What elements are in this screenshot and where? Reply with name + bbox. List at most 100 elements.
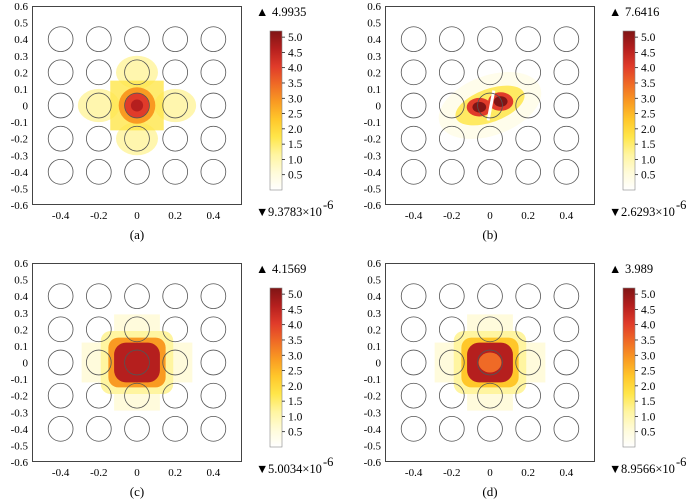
rod-outline xyxy=(515,26,541,53)
colorbar-tick-label: 4.5 xyxy=(288,47,303,59)
x-tick-label: -0.2 xyxy=(443,467,460,479)
rod-outline xyxy=(553,92,580,119)
field-layer xyxy=(438,72,542,139)
y-tick-label: 0.4 xyxy=(367,34,381,46)
rod-outline xyxy=(400,316,427,343)
x-tick-label: -0.4 xyxy=(52,467,70,479)
rod-outline xyxy=(515,92,541,119)
plot-frame xyxy=(385,6,595,205)
colorbar-tick-label: 3.0 xyxy=(288,93,303,105)
rod-outline xyxy=(162,415,188,442)
y-tick-label: 0.1 xyxy=(367,84,381,96)
rod-outline xyxy=(553,26,580,53)
rod-outline xyxy=(162,26,188,53)
rod-outline xyxy=(47,125,74,152)
y-tick-label: -0.4 xyxy=(364,167,382,179)
rod-outline xyxy=(124,59,150,86)
x-tick-label: 0.2 xyxy=(168,210,182,222)
colorbar-tick-label: 3.0 xyxy=(288,350,303,362)
x-tick-label: 0.4 xyxy=(559,210,573,222)
rod-outline xyxy=(553,349,580,376)
y-tick-label: 0.2 xyxy=(14,324,28,336)
y-tick-label: 0.3 xyxy=(367,308,381,320)
rod-outline xyxy=(162,316,188,343)
rod-outline xyxy=(124,316,150,343)
plot-frame xyxy=(32,6,242,205)
rod-outline xyxy=(553,158,580,185)
field-core xyxy=(114,342,160,383)
rod-outline xyxy=(400,26,427,53)
colorbar-tick-label: 2.0 xyxy=(288,124,303,136)
colorbar-tick-label: 4.0 xyxy=(641,63,656,75)
field-lobe xyxy=(196,92,231,119)
field-lobe-peak xyxy=(472,101,487,113)
rod-outline xyxy=(47,92,74,119)
min-exponent: -6 xyxy=(323,455,333,469)
rod-outline xyxy=(200,59,227,86)
y-tick-label: 0 xyxy=(376,358,382,370)
y-tick-label: -0.5 xyxy=(11,183,29,195)
rod-outline xyxy=(400,59,427,86)
max-triangle-icon: ▲ xyxy=(609,5,621,19)
rod-outline xyxy=(200,158,227,185)
rod-outline xyxy=(400,283,427,310)
y-tick-label: -0.2 xyxy=(364,134,381,146)
colorbar-tick-label: 1.5 xyxy=(288,139,303,151)
y-tick-label: 0.3 xyxy=(367,51,381,63)
y-tick-label: 0.5 xyxy=(14,275,28,287)
rod-outline xyxy=(477,92,503,119)
rod-outline xyxy=(477,382,503,409)
y-tick-label: -0.6 xyxy=(364,200,382,212)
y-tick-label: 0.3 xyxy=(14,51,28,63)
y-tick-label: -0.4 xyxy=(364,424,382,436)
rod-outline xyxy=(400,382,427,409)
x-tick-label: -0.2 xyxy=(443,210,460,222)
rod-outline xyxy=(86,59,112,86)
min-triangle-icon: ▼ xyxy=(609,205,621,219)
colorbar-tick-label: 0.5 xyxy=(288,427,303,439)
rod-outline xyxy=(439,125,465,152)
colorbar-tick-label: 2.5 xyxy=(288,366,303,378)
rod-outline xyxy=(47,26,74,53)
y-tick-label: -0.1 xyxy=(11,117,28,129)
y-tick-label: 0.6 xyxy=(14,258,28,270)
rod-outline xyxy=(47,382,74,409)
y-tick-label: 0.6 xyxy=(14,1,28,13)
panel-label: (c) xyxy=(130,484,144,499)
max-value: 4.9935 xyxy=(272,5,306,19)
max-triangle-icon: ▲ xyxy=(256,5,268,19)
y-tick-label: 0 xyxy=(23,101,29,113)
rod-outline xyxy=(515,158,541,185)
rod-outline xyxy=(400,158,427,185)
rod-outline xyxy=(86,283,112,310)
y-tick-label: -0.4 xyxy=(11,167,29,179)
y-tick-label: 0.5 xyxy=(367,275,381,287)
y-tick-label: 0 xyxy=(376,101,382,113)
rod-outline xyxy=(200,92,227,119)
colorbar-tick-label: 3.0 xyxy=(641,93,656,105)
colorbar-tick-label: 1.0 xyxy=(641,154,656,166)
rod-outline xyxy=(162,59,188,86)
rod-outline xyxy=(515,59,541,86)
rod-outline xyxy=(86,92,112,119)
x-tick-label: -0.4 xyxy=(52,210,70,222)
x-tick-label: -0.2 xyxy=(90,210,107,222)
rod-outline xyxy=(477,26,503,53)
max-value: 4.1569 xyxy=(272,262,306,276)
rod-outline xyxy=(124,382,150,409)
min-exponent: -6 xyxy=(676,455,686,469)
y-tick-label: 0.1 xyxy=(367,341,381,353)
rod-outline xyxy=(400,415,427,442)
rod-outline xyxy=(124,92,150,119)
rod-outline xyxy=(477,415,503,442)
rod-outline xyxy=(439,382,465,409)
panel-label: (b) xyxy=(482,227,497,242)
field-ring-center xyxy=(478,352,502,373)
rod-outline xyxy=(86,125,112,152)
colorbar-tick-label: 4.0 xyxy=(641,320,656,332)
rod-outline xyxy=(124,158,150,185)
panel-label: (a) xyxy=(130,227,144,242)
colorbar-tick-label: 2.5 xyxy=(641,109,656,121)
y-tick-label: -0.6 xyxy=(11,457,29,469)
x-tick-label: -0.4 xyxy=(405,210,423,222)
